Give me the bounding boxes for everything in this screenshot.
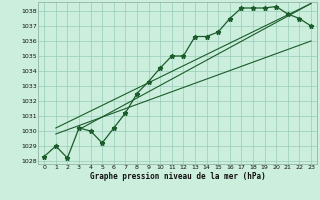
X-axis label: Graphe pression niveau de la mer (hPa): Graphe pression niveau de la mer (hPa): [90, 172, 266, 181]
